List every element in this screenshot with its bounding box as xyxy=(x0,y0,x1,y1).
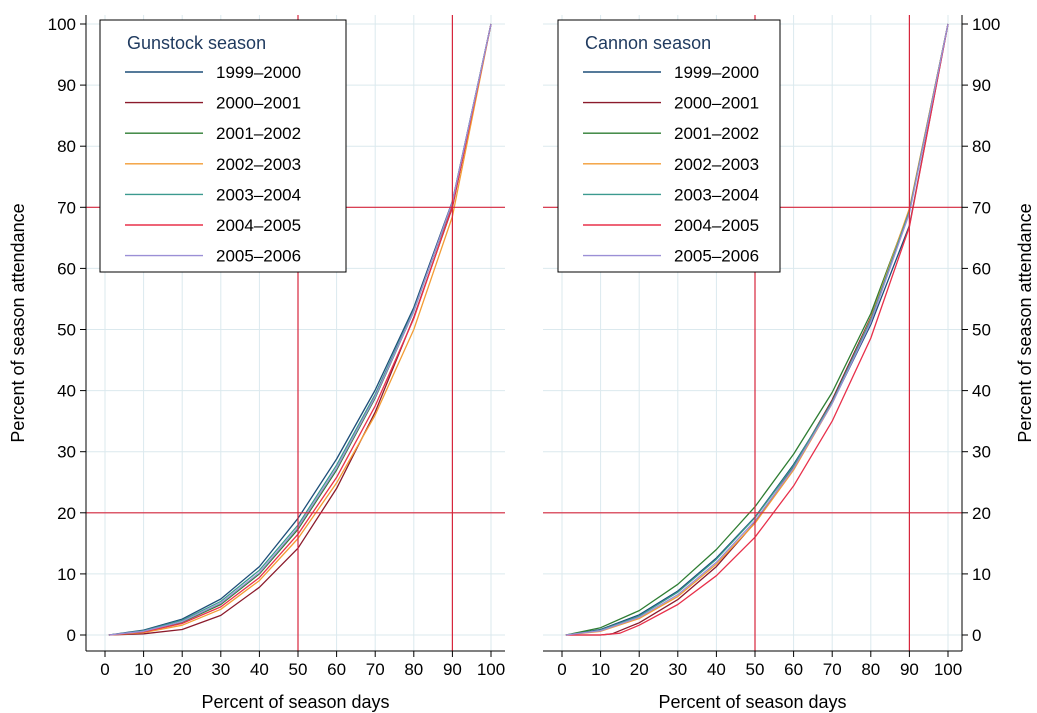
legend-title: Cannon season xyxy=(585,33,711,53)
x-tick-label: 80 xyxy=(861,660,880,679)
y-tick-label: 70 xyxy=(57,198,76,217)
x-tick-label: 70 xyxy=(823,660,842,679)
x-tick-label: 10 xyxy=(591,660,610,679)
y-tick-label: 10 xyxy=(57,565,76,584)
y-tick-label: 40 xyxy=(972,382,991,401)
x-tick-label: 60 xyxy=(327,660,346,679)
x-tick-label: 30 xyxy=(211,660,230,679)
legend: Cannon season 1999–2000 2000–2001 2001–2002… xyxy=(557,19,781,273)
x-tick-label: 100 xyxy=(934,660,962,679)
y-tick-label: 20 xyxy=(57,504,76,523)
x-tick-label: 90 xyxy=(900,660,919,679)
legend-box xyxy=(99,19,347,273)
legend-entry: 2000–2001 xyxy=(216,94,301,113)
legend-entry: 2003–2004 xyxy=(216,185,301,204)
y-tick-label: 30 xyxy=(972,443,991,462)
legend-box xyxy=(557,19,781,273)
legend-entry: 2002–2003 xyxy=(216,155,301,174)
y-tick-label: 80 xyxy=(57,137,76,156)
x-axis-label: Percent of season days xyxy=(658,692,846,712)
x-tick-label: 20 xyxy=(173,660,192,679)
legend-entry: 2003–2004 xyxy=(674,185,759,204)
legend-entry: 2004–2005 xyxy=(674,216,759,235)
x-tick-label: 30 xyxy=(668,660,687,679)
legend-title: Gunstock season xyxy=(127,33,266,53)
x-tick-label: 20 xyxy=(630,660,649,679)
y-tick-label: 50 xyxy=(972,321,991,340)
legend-entry: 2002–2003 xyxy=(674,155,759,174)
legend-entry: 2005–2006 xyxy=(216,247,301,266)
legend-entry: 2001–2002 xyxy=(674,124,759,143)
x-axis-label: Percent of season days xyxy=(201,692,389,712)
y-tick-label: 60 xyxy=(972,259,991,278)
series-line-2004–2005 xyxy=(565,23,949,636)
x-tick-label: 40 xyxy=(707,660,726,679)
y-tick-label: 70 xyxy=(972,198,991,217)
legend-entry: 2005–2006 xyxy=(674,247,759,266)
y-tick-label: 50 xyxy=(57,321,76,340)
x-tick-label: 70 xyxy=(366,660,385,679)
x-tick-label: 0 xyxy=(100,660,109,679)
y-tick-label: 40 xyxy=(57,382,76,401)
x-tick-label: 50 xyxy=(746,660,765,679)
y-tick-label: 90 xyxy=(57,76,76,95)
x-tick-label: 60 xyxy=(784,660,803,679)
legend-entry: 1999–2000 xyxy=(674,63,759,82)
x-tick-label: 90 xyxy=(443,660,462,679)
y-tick-label: 20 xyxy=(972,504,991,523)
x-tick-label: 100 xyxy=(477,660,505,679)
y-axis-label: Percent of season attendance xyxy=(1015,203,1035,442)
legend-entry: 1999–2000 xyxy=(216,63,301,82)
x-tick-label: 80 xyxy=(404,660,423,679)
y-tick-label: 0 xyxy=(67,626,76,645)
legend-entry: 2000–2001 xyxy=(674,94,759,113)
x-tick-label: 40 xyxy=(250,660,269,679)
y-tick-label: 60 xyxy=(57,259,76,278)
legend-entry: 2004–2005 xyxy=(216,216,301,235)
y-tick-label: 10 xyxy=(972,565,991,584)
y-tick-label: 80 xyxy=(972,137,991,156)
legend-entry: 2001–2002 xyxy=(216,124,301,143)
y-tick-label: 90 xyxy=(972,76,991,95)
x-tick-label: 0 xyxy=(557,660,566,679)
cannon-panel: 0 10 20 30 40 50 60 70 80 90 100 0 10 20 30 40 50 60 70 80 9… xyxy=(543,15,1035,712)
y-tick-label: 30 xyxy=(57,443,76,462)
x-tick-label: 10 xyxy=(134,660,153,679)
y-axis-label: Percent of season attendance xyxy=(8,203,28,442)
y-tick-label: 0 xyxy=(972,626,981,645)
y-tick-label: 100 xyxy=(972,15,1000,34)
legend: Gunstock season 1999–2000 2000–2001 2001–20… xyxy=(99,19,347,273)
y-tick-label: 100 xyxy=(48,15,76,34)
x-tick-label: 50 xyxy=(289,660,308,679)
gunstock-panel: 0 10 20 30 40 50 60 70 80 90 100 0 10 20 30 40 50 60 70 80 9… xyxy=(8,15,505,712)
